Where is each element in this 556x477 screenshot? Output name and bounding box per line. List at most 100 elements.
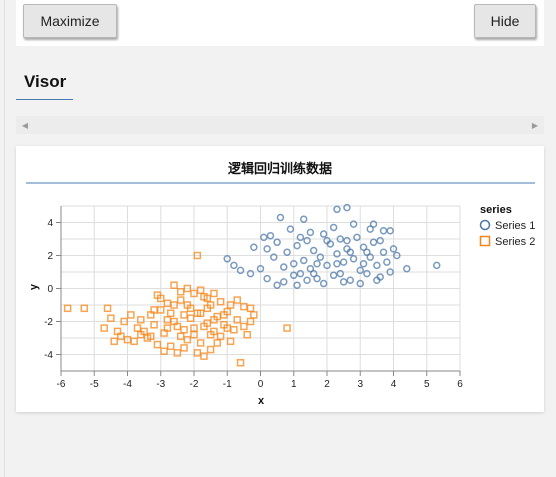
series-1-point	[293, 241, 301, 250]
series-2-point	[213, 339, 222, 347]
scroll-right-icon[interactable]: ▶	[531, 120, 539, 130]
series-2-point	[150, 321, 158, 329]
series-2-point	[203, 294, 212, 303]
x-tick-label: 1	[291, 379, 297, 390]
series-1-point	[260, 233, 268, 242]
series-1-point	[316, 253, 325, 261]
series-1-point	[329, 223, 338, 232]
series-2-point	[163, 299, 172, 308]
series-2-point	[173, 349, 182, 357]
grid	[60, 205, 461, 372]
panel-title: Visor	[24, 72, 67, 91]
series-2-point	[216, 297, 225, 306]
series-1-point	[379, 248, 388, 256]
series-2-point	[233, 296, 241, 304]
series-2-point	[250, 311, 258, 319]
series-2-point	[150, 306, 158, 314]
series-2-point	[223, 324, 231, 332]
series-2-point	[240, 322, 248, 331]
x-tick-label: -1	[223, 379, 232, 390]
series-1-point	[273, 281, 281, 289]
series-2-point	[63, 304, 72, 313]
series-2-point	[180, 344, 188, 352]
series-1-point	[363, 248, 371, 256]
series-1-point	[333, 260, 341, 268]
series-2-point	[196, 286, 205, 294]
series-2-point	[137, 316, 145, 324]
series-1-point	[280, 278, 288, 286]
series-1-point	[432, 261, 441, 270]
series-2-point	[166, 342, 175, 350]
chart-title: 逻辑回归训练数据	[228, 161, 332, 176]
series-1-point	[389, 245, 398, 253]
scroll-left-icon[interactable]: ◀	[21, 120, 29, 130]
hide-button[interactable]: Hide	[474, 4, 536, 38]
series-1-point	[336, 235, 345, 243]
chart-card: 逻辑回归训练数据 -6 -5 -4 -3 -2 -1 0 1 2 3 4 5 6 -4 -2 0 2 4 x y …	[16, 146, 544, 412]
series-1-point	[346, 248, 355, 256]
maximize-button[interactable]: Maximize	[23, 4, 117, 38]
series-1-point	[276, 213, 285, 222]
legend-square-icon	[479, 235, 491, 247]
series-1-point	[339, 278, 348, 286]
series-2-point	[193, 309, 202, 317]
series-2-point	[226, 337, 235, 346]
series-2-point	[233, 316, 241, 324]
series-2-point	[176, 296, 185, 304]
left-border	[4, 0, 5, 477]
series-1-point	[343, 236, 351, 245]
series-1-point	[366, 253, 374, 261]
series-1-point	[290, 260, 298, 268]
series-1-point	[263, 274, 271, 283]
series-1-point	[263, 245, 271, 253]
series-2-point	[103, 304, 112, 313]
series-2-point	[147, 332, 155, 341]
x-tick-label: -3	[156, 379, 165, 390]
series-2-point	[176, 288, 185, 296]
series-2-point	[190, 330, 198, 339]
series-2-point	[163, 324, 172, 332]
series-2-point	[200, 322, 208, 331]
series-1-point	[299, 215, 308, 223]
series-2-point	[206, 345, 215, 354]
series-2-point	[170, 281, 178, 289]
x-tick-label: 3	[357, 379, 363, 390]
series-1-point	[336, 269, 345, 278]
series-1-point	[306, 264, 315, 273]
y-tick-label: 4	[47, 218, 53, 229]
series-2-point	[226, 301, 235, 309]
series-1-point	[306, 228, 315, 237]
series-2-point	[166, 309, 175, 317]
series-2-point	[157, 294, 165, 303]
series-2-point	[127, 311, 135, 319]
legend-circle-icon	[479, 219, 491, 231]
series-1-point	[373, 261, 381, 270]
horizontal-scrollbar[interactable]: ◀ ▶	[16, 116, 544, 134]
axes: -6 -5 -4 -3 -2 -1 0 1 2 3 4 5 6 -4 -2 0 2 4	[44, 206, 463, 390]
series-2-point	[180, 311, 188, 319]
panel-title-underline	[16, 99, 73, 100]
legend-series-2-label: Series 2	[495, 236, 535, 248]
series-2-point	[246, 304, 255, 313]
series-2-point	[283, 324, 291, 332]
series-1-point	[270, 253, 278, 261]
series-1-point	[273, 238, 281, 247]
series-2-point	[210, 289, 218, 298]
series-1-point	[309, 246, 318, 255]
series-2-point	[133, 324, 142, 332]
y-tick-label: -2	[44, 317, 53, 328]
series-1-point	[403, 264, 411, 273]
series-1-point	[356, 266, 364, 275]
series-1-point	[299, 256, 308, 265]
series-1-point	[366, 225, 374, 233]
series-2-point	[183, 301, 192, 309]
series-1-point	[303, 236, 311, 245]
series-1-point	[383, 258, 391, 266]
toolbar: Maximize Hide	[16, 0, 544, 46]
series-1-point	[303, 276, 311, 284]
series-1-point	[329, 271, 338, 280]
series-1-point	[286, 225, 295, 233]
series-2-point	[110, 337, 118, 346]
x-tick-label: -6	[57, 379, 66, 390]
series-2-point	[203, 304, 212, 313]
